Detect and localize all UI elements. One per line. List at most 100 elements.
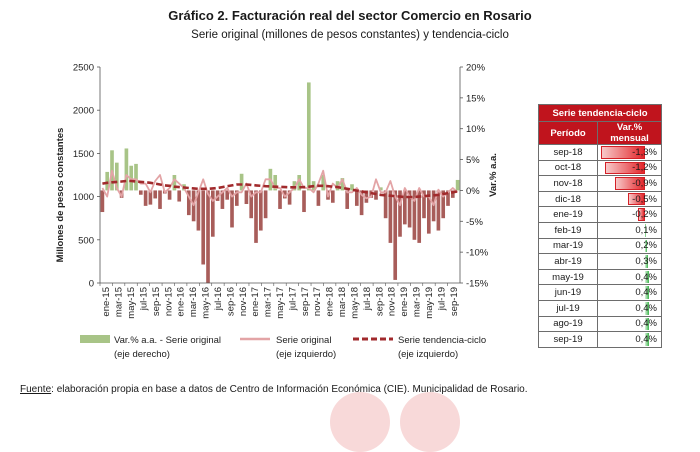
table-cell-value: 0,4% — [597, 268, 662, 286]
axes: 0 500 1000 1500 2000 2500 -15% -10% -5% 0% 5% 10% 15… — [73, 63, 489, 319]
table-body: sep-18 -1,3% oct-18 -1,2% nov-18 -0,9% dic-18 -… — [538, 144, 662, 348]
bar-var-aa — [292, 181, 297, 191]
bar-var-aa — [254, 190, 258, 243]
table-cell-value: 0,3% — [597, 253, 662, 270]
source-label: Fuente — [20, 384, 52, 395]
table-databar — [645, 270, 650, 284]
bar-var-aa — [388, 190, 393, 243]
line-serie-original — [101, 169, 459, 207]
bar-var-aa — [297, 175, 302, 191]
x-tick-label: nov-18 — [387, 287, 398, 316]
bar-var-aa — [258, 190, 263, 231]
table-value-text: 0,4% — [635, 318, 657, 330]
bar-var-aa — [422, 190, 426, 219]
y-left-tick-label: 0 — [89, 279, 94, 290]
bar-var-aa — [417, 190, 422, 243]
x-tick-label: mar-16 — [188, 287, 199, 317]
bar-var-aa — [446, 190, 450, 206]
table-row: dic-18 -0,5% — [538, 190, 662, 208]
bar-var-aa — [239, 173, 244, 191]
table-cell-period: mar-19 — [538, 237, 598, 255]
y-left-tick-label: 500 — [78, 235, 94, 246]
legend-label-trend-axis: (eje izquierdo) — [398, 349, 458, 360]
line-tendencia-ciclo — [102, 179, 458, 199]
legend: Var.% a.a. - Serie original (eje derecho… — [80, 335, 486, 360]
table-databar — [638, 208, 646, 221]
bar-var-aa — [282, 190, 287, 199]
table-databar — [601, 146, 646, 159]
y-right-tick-label: 15% — [466, 93, 486, 104]
table-header-value: Var.% mensual — [597, 121, 662, 145]
bar-var-aa — [316, 190, 321, 206]
x-tick-label: ene-16 — [176, 287, 187, 317]
table-cell-period: ene-19 — [538, 206, 598, 223]
bar-var-aa — [330, 190, 335, 203]
y-right-tick-label: 0% — [466, 186, 480, 197]
legend-label-bars: Var.% a.a. - Serie original — [114, 335, 221, 346]
x-tick-label: may-15 — [126, 287, 137, 319]
bar-var-aa — [158, 190, 162, 209]
bar-var-aa — [201, 190, 206, 265]
chart-subtitle: Serie original (millones de pesos consta… — [191, 29, 509, 41]
table-row: sep-19 0,4% — [538, 331, 662, 348]
bar-var-aa — [383, 190, 388, 219]
table-cell-period: may-19 — [538, 268, 598, 286]
y-axis-right-title: Var.% a.a. — [488, 153, 499, 197]
bar-var-aa — [398, 190, 402, 237]
bar-var-aa — [114, 162, 119, 191]
x-tick-label: nov-15 — [163, 287, 174, 316]
bar-var-aa — [426, 190, 431, 234]
y-right-tick-label: -5% — [466, 217, 483, 228]
bar-var-aa — [143, 190, 148, 206]
x-tick-label: may-18 — [350, 287, 361, 319]
watermark-shape — [330, 392, 390, 452]
bar-var-aa — [302, 190, 306, 213]
bar-var-aa — [134, 163, 138, 191]
bar-var-aa — [177, 190, 182, 202]
table-value-text: 0,4% — [635, 287, 657, 299]
x-tick-label: ene-18 — [325, 287, 336, 317]
source-text: : elaboración propia en base a datos de … — [51, 384, 528, 395]
x-tick-label: mar-15 — [114, 287, 125, 317]
bar-var-aa — [138, 190, 143, 195]
bar-var-aa — [273, 175, 278, 191]
bar-var-aa — [450, 190, 455, 198]
legend-label-bars-axis: (eje derecho) — [114, 349, 170, 360]
bar-var-aa — [244, 190, 249, 205]
y-axis-left-title: Millones de pesos constantes — [55, 128, 66, 263]
bar-var-aa — [306, 82, 311, 191]
bar-var-aa — [129, 165, 134, 191]
legend-swatch-bars — [80, 335, 110, 343]
y-right-tick-label: 10% — [466, 124, 486, 135]
table-databar — [645, 255, 649, 268]
x-tick-label: nov-17 — [312, 287, 323, 316]
x-tick-label: sep-19 — [449, 287, 460, 316]
table-databar — [645, 239, 648, 253]
table-databar — [645, 317, 650, 331]
table-cell-period: oct-18 — [538, 159, 598, 177]
table-databar — [628, 192, 646, 206]
bar-var-aa — [412, 190, 417, 240]
table-row: ago-19 0,4% — [538, 315, 662, 333]
bar-var-aa — [321, 175, 326, 191]
bar-var-aa — [393, 190, 398, 280]
y-left-tick-label: 1000 — [73, 192, 94, 203]
y-right-tick-label: 20% — [466, 63, 486, 74]
table-row: jul-19 0,4% — [538, 299, 662, 317]
chart-title: Gráfico 2. Facturación real del sector C… — [168, 8, 532, 23]
chart-svg: 0 500 1000 1500 2000 2500 -15% -10% -5% 0% 5% 10% 15… — [55, 63, 499, 361]
bar-var-aa — [172, 175, 177, 191]
table-row: mar-19 0,2% — [538, 237, 662, 255]
bar-var-aa — [206, 190, 210, 283]
table-value-text: 0,4% — [635, 271, 657, 283]
table-row: may-19 0,4% — [538, 268, 662, 286]
table-databar — [645, 223, 647, 237]
table-cell-value: 0,2% — [597, 237, 662, 255]
table-databar — [645, 286, 650, 299]
x-tick-label: may-16 — [201, 287, 212, 319]
table-value-text: -0,2% — [632, 209, 657, 221]
bar-var-aa — [350, 184, 354, 191]
bar-var-aa — [455, 179, 460, 191]
table-row: abr-19 0,3% — [538, 253, 662, 270]
x-tick-label: mar-17 — [263, 287, 274, 317]
